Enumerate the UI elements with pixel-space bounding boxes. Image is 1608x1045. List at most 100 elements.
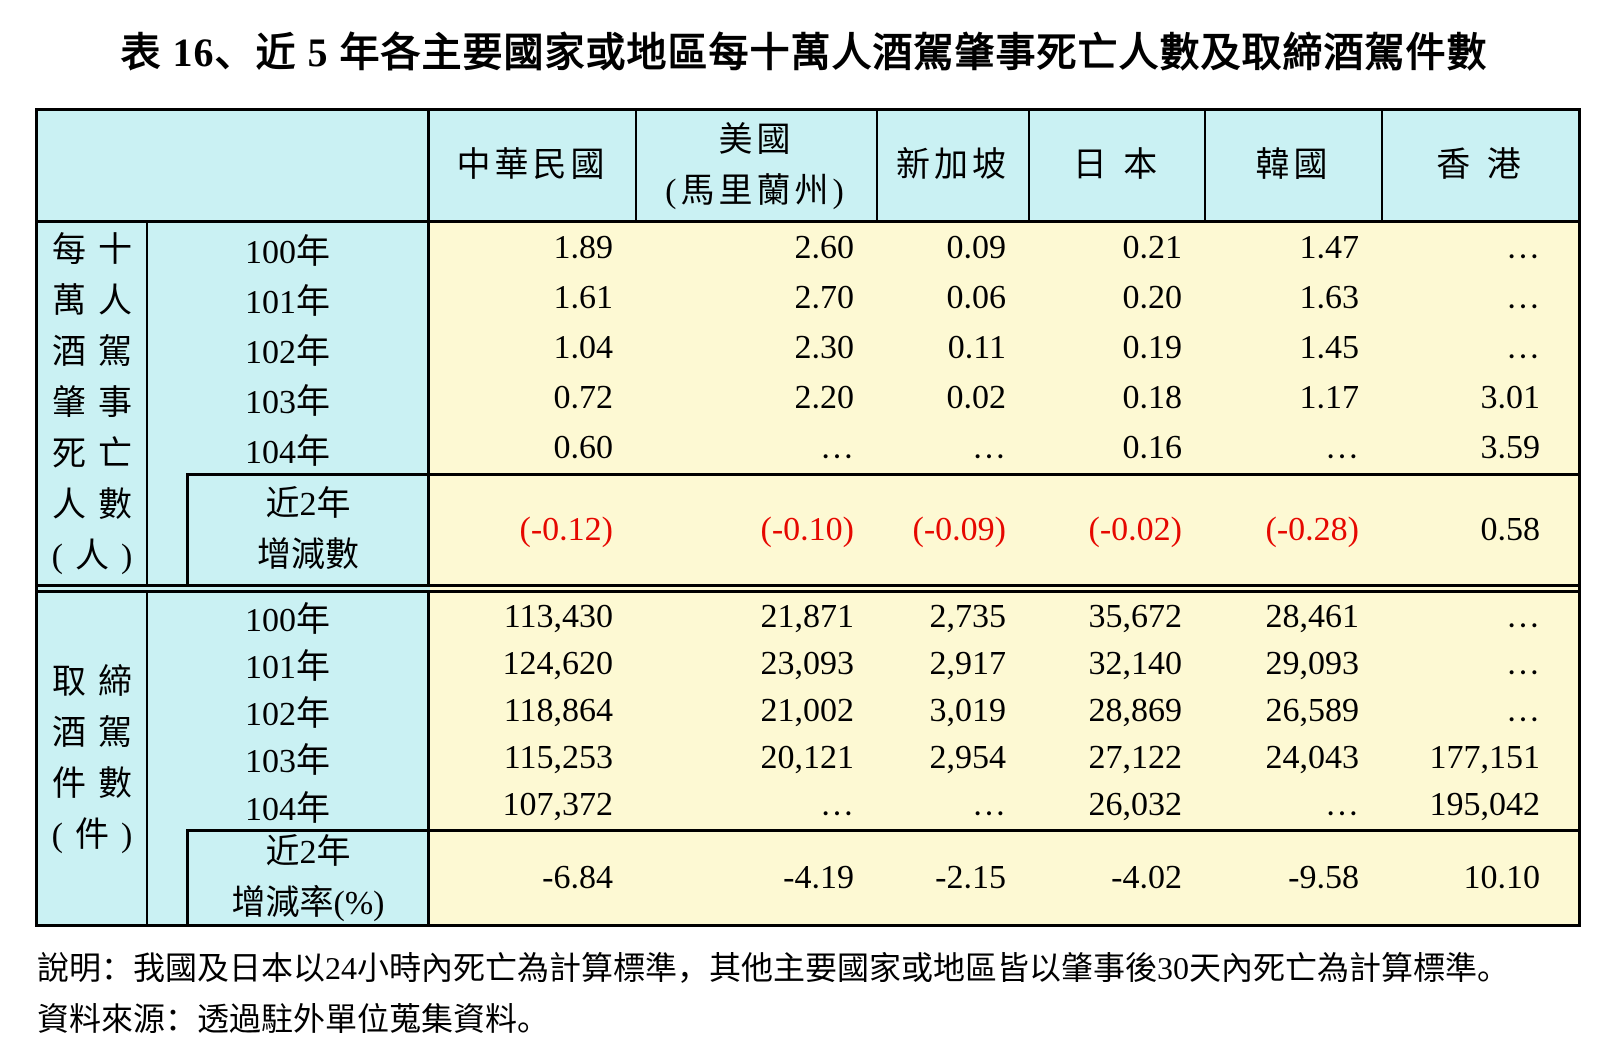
col-header-taiwan: 中華民國 <box>430 111 635 223</box>
data-cell: 115,253 <box>503 738 613 776</box>
data-cell: 2,735 <box>929 597 1007 635</box>
change-label-text: 近2年 增減數 <box>186 473 427 584</box>
corner-cell <box>38 111 430 223</box>
data-cell: 24,043 <box>1265 738 1360 776</box>
change-value: 0.58 <box>1381 473 1578 584</box>
year-cell: 104年 <box>148 423 430 473</box>
data-cell: … <box>1506 644 1540 682</box>
data-cell: … <box>820 786 854 823</box>
data-cell: 3.59 <box>1480 429 1541 466</box>
data-cell: 23,093 <box>760 644 855 682</box>
data-cell: 28,869 <box>1088 691 1183 729</box>
col-header-usa: 美國 (馬里蘭州) <box>635 111 876 223</box>
data-cell: … <box>972 786 1006 823</box>
data-cell: 195,042 <box>1429 786 1541 823</box>
data-cell: 0.19 <box>1122 329 1183 366</box>
data-cell: 0.09 <box>946 229 1007 266</box>
data-cell: 2,954 <box>929 738 1007 776</box>
col-header-korea: 韓國 <box>1204 111 1381 223</box>
data-cell: 35,672 <box>1088 597 1183 635</box>
statistics-table: 中華民國 美國 (馬里蘭州) 新加坡 日 本 韓國 香 港 每十 萬人 酒駕 肇… <box>35 108 1581 927</box>
note-source: 資料來源：透過駐外單位蒐集資料。 <box>37 1001 550 1038</box>
data-cell: 28,461 <box>1265 597 1360 635</box>
change-value: (-0.02) <box>1028 473 1204 584</box>
data-cell: 1.45 <box>1299 329 1360 366</box>
data-cell: 0.02 <box>946 379 1007 416</box>
change-rate-value: -4.02 <box>1028 829 1204 924</box>
change-rate-row-label: 近2年 增減率(%) <box>148 829 430 924</box>
data-cell: 124,620 <box>502 644 614 682</box>
change-rate-value: 10.10 <box>1381 829 1578 924</box>
data-cell: … <box>972 429 1006 466</box>
data-cell: 3,019 <box>929 691 1007 729</box>
change-rate-value: -4.19 <box>635 829 876 924</box>
change-rate-value: -2.15 <box>876 829 1028 924</box>
data-cell: … <box>1506 597 1540 635</box>
data-cell: 2.70 <box>794 279 855 316</box>
data-cell: 0.06 <box>946 279 1007 316</box>
col-header-japan: 日 本 <box>1028 111 1204 223</box>
year-cell: 101年 <box>148 273 430 323</box>
data-cell: 0.11 <box>947 329 1006 366</box>
data-cell: 177,151 <box>1429 738 1541 776</box>
data-cell: 113,430 <box>503 597 613 635</box>
data-cell: 2.30 <box>794 329 855 366</box>
year-cell: 104年 <box>148 781 430 829</box>
data-cell: 2,917 <box>929 644 1007 682</box>
data-cell: … <box>1506 279 1540 316</box>
data-cell: … <box>1325 429 1359 466</box>
year-cell: 102年 <box>148 687 430 734</box>
data-cell: 32,140 <box>1088 644 1183 682</box>
data-cell: 2.60 <box>794 229 855 266</box>
section-divider <box>38 584 1578 593</box>
data-cell: 29,093 <box>1265 644 1360 682</box>
note-explanation: 說明：我國及日本以24小時內死亡為計算標準，其他主要國家或地區皆以肇事後30天內… <box>37 950 1510 986</box>
data-cell: 0.72 <box>553 379 614 416</box>
data-cell: 1.47 <box>1299 229 1360 266</box>
data-cell: 21,002 <box>760 691 855 729</box>
change-rate-value: -9.58 <box>1204 829 1381 924</box>
year-cell: 102年 <box>148 323 430 373</box>
change-value: (-0.10) <box>635 473 876 584</box>
data-cell: 0.16 <box>1122 429 1183 466</box>
data-cell: 1.04 <box>553 329 614 366</box>
data-cell: 2.20 <box>794 379 855 416</box>
data-cell: 1.89 <box>553 229 614 266</box>
change-value: (-0.12) <box>430 473 635 584</box>
data-cell: 3.01 <box>1480 379 1541 416</box>
data-cell: 0.60 <box>553 429 614 466</box>
change-rate-label-text: 近2年 增減率(%) <box>186 829 427 924</box>
year-cell: 103年 <box>148 373 430 423</box>
data-cell: 27,122 <box>1088 738 1183 776</box>
data-cell: … <box>820 429 854 466</box>
year-cell: 101年 <box>148 640 430 687</box>
col-header-singapore: 新加坡 <box>876 111 1028 223</box>
data-cell: 21,871 <box>760 597 855 635</box>
col-header-hongkong: 香 港 <box>1381 111 1578 223</box>
data-cell: 107,372 <box>502 786 614 823</box>
data-cell: 1.17 <box>1299 379 1360 416</box>
data-cell: … <box>1506 691 1540 729</box>
data-cell: 118,864 <box>503 691 613 729</box>
change-value: (-0.28) <box>1204 473 1381 584</box>
data-cell: 1.63 <box>1299 279 1360 316</box>
data-cell: 0.18 <box>1122 379 1183 416</box>
data-cell: 1.61 <box>553 279 614 316</box>
data-cell: 0.20 <box>1122 279 1183 316</box>
data-cell: 0.21 <box>1122 229 1183 266</box>
change-row-label: 近2年 增減數 <box>148 473 430 584</box>
row-header-deaths-per-100k: 每十 萬人 酒駕 肇事 死亡 人數 (人) <box>38 223 148 584</box>
data-cell: 20,121 <box>760 738 855 776</box>
year-cell: 100年 <box>148 593 430 640</box>
year-cell: 103年 <box>148 734 430 781</box>
data-cell: 26,032 <box>1088 786 1183 823</box>
change-rate-value: -6.84 <box>430 829 635 924</box>
data-cell: … <box>1506 229 1540 266</box>
data-cell: … <box>1506 329 1540 366</box>
page-title: 表 16、近 5 年各主要國家或地區每十萬人酒駕肇事死亡人數及取締酒駕件數 <box>120 30 1488 75</box>
row-header-enforcement-cases: 取締 酒駕 件數 (件) <box>38 593 148 924</box>
data-cell: 26,589 <box>1265 691 1360 729</box>
data-cell: … <box>1325 786 1359 823</box>
change-value: (-0.09) <box>876 473 1028 584</box>
year-cell: 100年 <box>148 223 430 273</box>
